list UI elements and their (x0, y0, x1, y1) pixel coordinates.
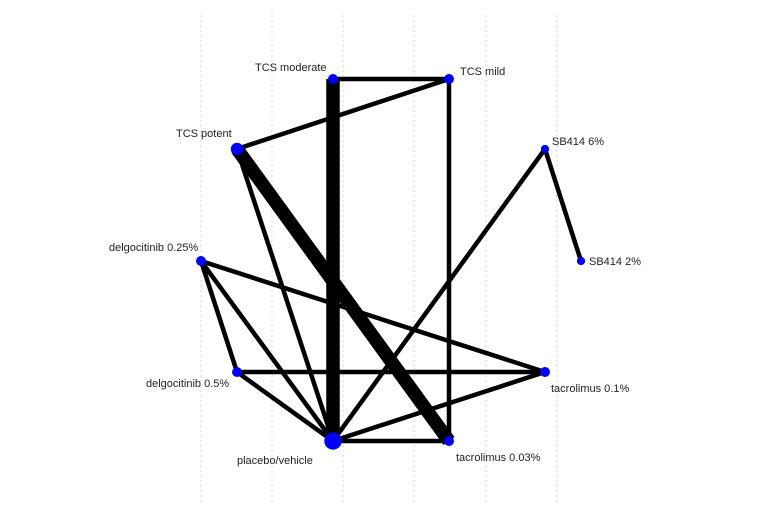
background-gridlines (200, 15, 558, 505)
node-sb414_2 (576, 256, 586, 266)
node-layer (196, 74, 586, 450)
edge-tcs_potent-tcs_mild (236, 76, 450, 152)
node-label-tacro_003: tacrolimus 0.03% (456, 452, 541, 464)
edge-sb414_6-sb414_2 (542, 148, 584, 262)
node-label-tcs_mild: TCS mild (460, 66, 505, 78)
edge-delgo_025-tacro_01 (200, 258, 546, 375)
edge-delgo_025-delgo_05 (198, 260, 240, 373)
node-placebo (324, 432, 342, 450)
node-label-tcs_potent: TCS potent (176, 128, 232, 140)
edge-tacro_01-placebo (332, 369, 546, 444)
node-delgo_05 (232, 367, 242, 377)
node-label-sb414_6: SB414 6% (552, 136, 604, 148)
node-delgo_025 (196, 256, 206, 266)
edge-sb414_6-placebo (331, 147, 547, 443)
node-label-sb414_2: SB414 2% (589, 256, 641, 268)
edge-delgo_05-placebo (235, 370, 335, 443)
node-label-tacro_01: tacrolimus 0.1% (551, 383, 629, 395)
label-layer: placebo/vehicle TCS moderate TCS mild TCS p… (109, 62, 641, 467)
node-label-delgo_05: delgocitinib 0.5% (146, 378, 229, 390)
node-label-delgo_025: delgocitinib 0.25% (109, 242, 199, 254)
node-tcs_potent (230, 142, 244, 156)
edge-delgo_025-placebo (199, 259, 335, 443)
node-sb414_6 (540, 144, 550, 154)
node-label-placebo: placebo/vehicle (237, 455, 313, 467)
node-label-tcs_moderate: TCS moderate (255, 62, 327, 74)
edge-tcs_potent-placebo (234, 148, 336, 442)
node-tcs_mild (444, 74, 454, 84)
edge-layer (198, 76, 584, 445)
edge-tcs_potent-tacro_003 (231, 145, 455, 445)
node-tcs_moderate (328, 74, 338, 84)
node-tacro_003 (444, 436, 454, 446)
node-tacro_01 (540, 367, 550, 377)
